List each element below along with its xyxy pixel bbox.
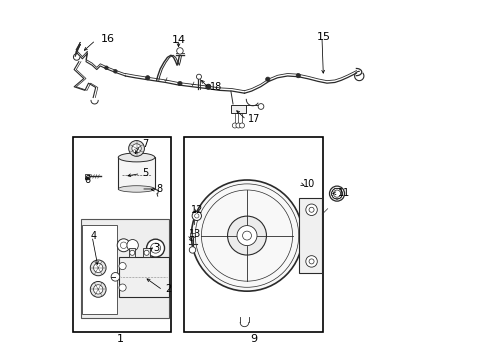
Text: 18: 18 [210,82,222,93]
Circle shape [237,226,257,246]
Circle shape [329,186,344,201]
Text: 4: 4 [91,231,97,240]
Text: 16: 16 [100,35,114,44]
FancyBboxPatch shape [190,233,195,237]
Circle shape [126,239,138,251]
Circle shape [150,243,160,253]
Circle shape [232,123,237,128]
Text: 1: 1 [117,334,124,344]
Text: 17: 17 [247,114,260,124]
Circle shape [242,231,251,240]
Circle shape [308,207,313,212]
Bar [118,157,155,189]
Circle shape [178,81,182,86]
Circle shape [128,140,144,156]
Circle shape [119,284,126,291]
Text: 15: 15 [316,32,330,41]
Circle shape [191,180,302,291]
Text: 8: 8 [156,184,163,194]
Circle shape [235,123,241,128]
Circle shape [144,250,149,255]
Bar [81,220,169,318]
Circle shape [176,48,183,54]
Circle shape [104,66,108,69]
Text: 12: 12 [191,206,203,216]
FancyBboxPatch shape [85,174,88,179]
Circle shape [90,260,106,276]
Circle shape [258,104,264,109]
Bar [143,248,149,257]
Text: 6: 6 [84,175,90,185]
Bar [298,198,322,273]
Bar [183,137,323,332]
Circle shape [205,84,210,89]
Bar [119,257,169,297]
Text: 7: 7 [142,139,148,149]
Circle shape [265,77,269,81]
Circle shape [93,263,102,273]
Circle shape [117,239,130,252]
Circle shape [129,250,135,255]
Text: 10: 10 [303,179,315,189]
Circle shape [192,211,201,221]
Text: 9: 9 [249,334,257,344]
Bar [82,225,117,315]
Ellipse shape [118,153,155,162]
Text: 11: 11 [337,188,349,198]
Text: 13: 13 [188,229,201,239]
Circle shape [305,256,317,267]
Circle shape [90,282,106,297]
Circle shape [146,239,164,257]
Text: 14: 14 [172,35,186,45]
Text: 2: 2 [165,284,171,294]
Circle shape [119,262,126,270]
Bar [73,137,171,332]
Circle shape [113,69,117,73]
Circle shape [196,74,201,79]
Circle shape [305,204,317,216]
Circle shape [120,242,126,248]
Circle shape [296,73,300,78]
Text: 3: 3 [153,243,159,253]
Bar [231,105,245,113]
Circle shape [111,273,120,281]
Circle shape [145,76,149,80]
Circle shape [206,84,210,89]
Text: 5: 5 [142,168,148,178]
Ellipse shape [118,186,155,192]
Circle shape [194,214,199,218]
Circle shape [308,259,313,264]
Circle shape [333,190,340,197]
Circle shape [227,216,266,255]
Circle shape [132,144,141,153]
Circle shape [93,285,102,294]
Circle shape [239,123,244,128]
Circle shape [189,247,195,253]
Bar [129,248,135,257]
